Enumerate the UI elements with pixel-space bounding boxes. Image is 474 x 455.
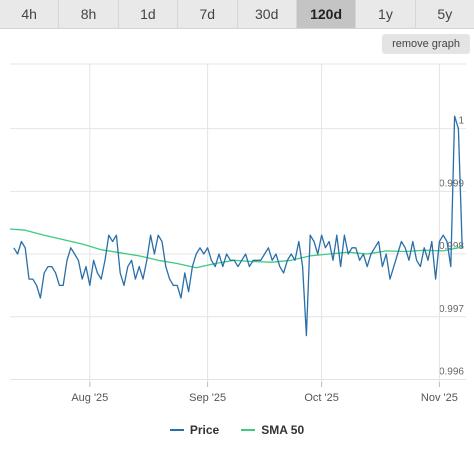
x-tick-label: Aug '25 [71,392,108,404]
tab-8h[interactable]: 8h [59,0,119,28]
tab-1d[interactable]: 1d [119,0,179,28]
tab-4h[interactable]: 4h [0,0,60,28]
legend-item-sma[interactable]: SMA 50 [241,423,304,437]
tab-30d[interactable]: 30d [238,0,297,28]
price-series-line [13,115,463,337]
time-range-tabs: 4h 8h 1d 7d 30d 120d 1y 5y [0,0,474,29]
y-tick-label: 0.996 [439,366,464,377]
x-tick-label: Oct '25 [304,392,339,404]
legend-swatch-sma [241,429,256,431]
legend-label-sma: SMA 50 [261,423,305,437]
x-tick-label: Sep '25 [189,392,226,404]
remove-graph-button[interactable]: remove graph [382,34,470,54]
tab-5y[interactable]: 5y [437,6,453,22]
legend-label-price: Price [189,423,220,437]
tab-120d[interactable]: 120d [296,0,357,28]
legend-swatch-price [169,429,184,431]
y-tick-label: 0.999 [439,178,464,189]
chart-legend: Price SMA 50 [0,420,474,440]
tab-7d[interactable]: 7d [178,0,238,28]
legend-item-price[interactable]: Price [169,423,220,437]
sma50-series-line [9,228,463,269]
tab-1y[interactable]: 1y [356,0,416,28]
x-tick-label: Nov '25 [421,392,458,404]
y-tick-label: 1 [458,116,464,127]
y-tick-label: 0.997 [439,304,464,315]
